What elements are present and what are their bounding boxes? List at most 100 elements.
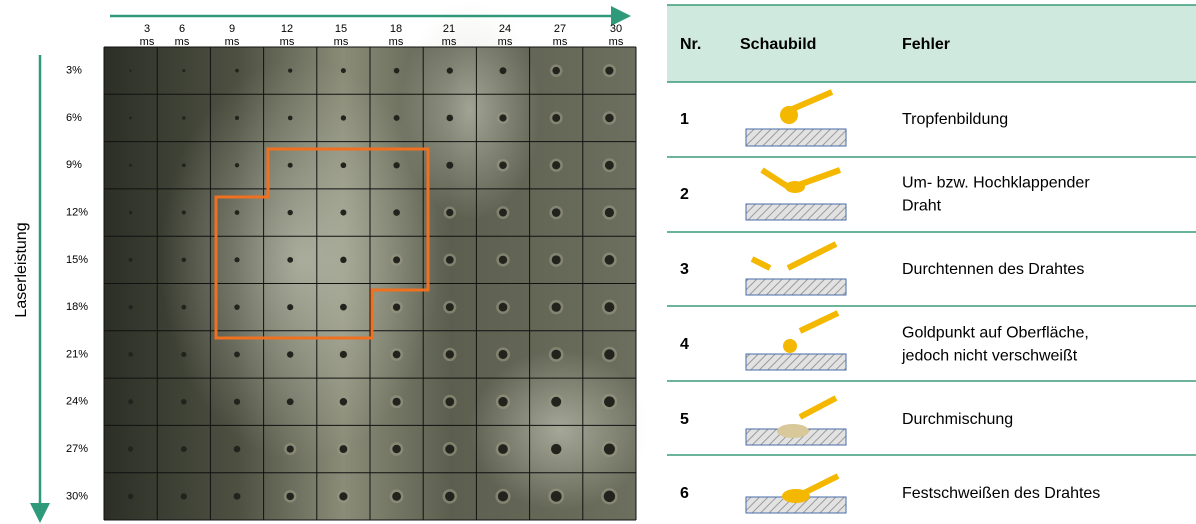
weld-spot [445,492,454,501]
weld-spot [340,304,347,311]
weld-spot [445,444,454,453]
weld-spot [288,210,293,215]
weld-spot [129,117,132,120]
column-unit: ms [389,36,404,48]
error-description: jedoch nicht verschweißt [901,348,1078,365]
weld-spot [340,398,347,405]
weld-spot [393,256,400,263]
icon [746,170,846,220]
row-number: 3 [680,261,689,278]
weld-spot [447,115,454,122]
row-label: 9% [66,159,82,171]
error-description: Goldpunkt auf Oberfläche, [902,325,1089,342]
weld-spot [286,493,294,501]
weld-spot [551,491,562,502]
weld-spot [181,352,186,357]
weld-spot [552,67,560,75]
weld-spot [499,209,507,217]
weld-spot [287,398,294,405]
weld-spot [552,161,560,169]
row-label: 24% [66,396,88,408]
column-label: 30 [610,23,622,35]
weld-spot [182,210,186,214]
weld-spot [234,352,240,358]
weld-spot [499,303,508,312]
weld-spot [235,116,239,120]
column-unit: ms [498,36,513,48]
row-label: 18% [66,301,88,313]
header-cell: Schaubild [740,36,816,53]
column-label: 27 [554,23,566,35]
weld-spot [341,68,346,73]
weld-spot [129,258,133,262]
weld-spot [446,162,453,169]
axis-label: Laserleistung [13,222,30,317]
weld-spot [392,492,401,501]
error-description: Durchmischung [902,411,1013,428]
weld-spot [339,492,347,500]
weld-spot [393,351,401,359]
icon [746,92,846,146]
weld-spot [182,69,185,72]
icon [746,398,846,445]
row-label: 30% [66,490,88,502]
weld-spot [500,67,507,74]
weld-spot [445,397,454,406]
weld-spot [498,397,507,406]
weld-spot [551,350,561,360]
weld-spot [129,164,132,167]
row-number: 2 [680,186,689,203]
weld-spot [129,69,131,71]
weld-spot [604,491,615,502]
weld-spot [394,115,400,121]
column-unit: ms [609,36,624,48]
weld-spot [287,351,293,357]
column-label: 9 [229,23,235,35]
weld-spot [340,351,347,358]
error-description: Um- bzw. Hochklappender [902,175,1090,192]
weld-spot [182,163,186,167]
weld-spot [128,399,133,404]
weld-spot [181,399,187,405]
column-label: 6 [179,23,185,35]
column-label: 3 [144,23,150,35]
column-unit: ms [175,36,190,48]
weld-spot [128,352,133,357]
weld-spot [234,399,240,405]
weld-spot [447,68,453,74]
weld-spot [604,302,614,312]
slide: Laserleistung Nr. Schaubild Fehler [0,0,1196,524]
error-description: Draht [902,198,942,215]
weld-spot [552,255,561,264]
column-unit: ms [553,36,568,48]
row-number: 1 [680,111,689,128]
weld-spot [287,304,293,310]
weld-spot [552,302,561,311]
icon [746,244,846,295]
row-number: 6 [680,485,689,502]
weld-spot [287,445,294,452]
weld-spot [340,210,346,216]
weld-spot [234,493,241,500]
weld-spot [182,258,186,262]
column-unit: ms [140,36,155,48]
weld-spot [605,255,615,265]
weld-spot [288,116,293,121]
weld-spot [181,446,187,452]
weld-spot [341,162,347,168]
weld-spot [604,349,614,359]
column-unit: ms [280,36,295,48]
column-label: 18 [390,23,402,35]
weld-spot [287,257,293,263]
row-label: 21% [66,348,88,360]
weld-spot [499,161,507,169]
row-number: 4 [680,336,689,353]
row-label: 27% [66,443,88,455]
weld-spot [234,257,239,262]
error-description: Durchtennen des Drahtes [902,261,1084,278]
weld-spot [605,208,614,217]
weld-spot [393,162,399,168]
error-description: Festschweißen des Drahtes [902,485,1100,502]
weld-spot [394,68,400,74]
column-label: 24 [499,23,511,35]
